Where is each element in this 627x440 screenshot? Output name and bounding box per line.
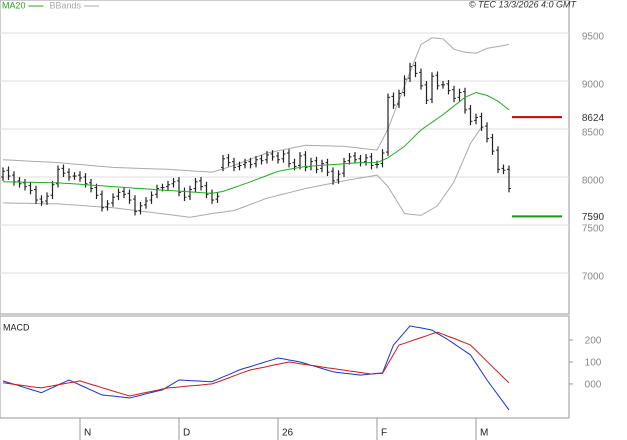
macd-line (2, 331, 510, 397)
y-tick-label: 8000 (582, 176, 605, 187)
y-tick-label: 9500 (582, 32, 605, 43)
source: © TEC 13/3/2026 4:0 GMT (469, 0, 578, 9)
ma-line (2, 91, 510, 194)
y-tick-label: 8500 (582, 128, 605, 139)
x-tick-label: F (381, 428, 387, 439)
x-tick-label: 26 (282, 428, 294, 439)
macd-panel (0, 315, 570, 419)
y-tick-label: 7000 (582, 272, 605, 283)
macd-title: MACD (3, 322, 30, 332)
bband-lower (2, 126, 482, 218)
y-tick-label: 200 (585, 336, 602, 347)
reference-label: 8624 (582, 113, 605, 124)
y-tick-label: 100 (585, 358, 602, 369)
x-tick-label: D (183, 428, 190, 439)
legend-label: MA20 (2, 0, 26, 10)
macd-line (2, 325, 510, 411)
price-panel (0, 0, 570, 315)
legend-label: BBands (50, 0, 82, 10)
y-tick-label: 9000 (582, 80, 605, 91)
reference-label: 7590 (582, 212, 605, 223)
x-tick-label: N (84, 428, 91, 439)
y-tick-label: 7500 (582, 224, 605, 235)
x-tick-label: M (480, 428, 488, 439)
y-tick-label: 000 (585, 380, 602, 391)
